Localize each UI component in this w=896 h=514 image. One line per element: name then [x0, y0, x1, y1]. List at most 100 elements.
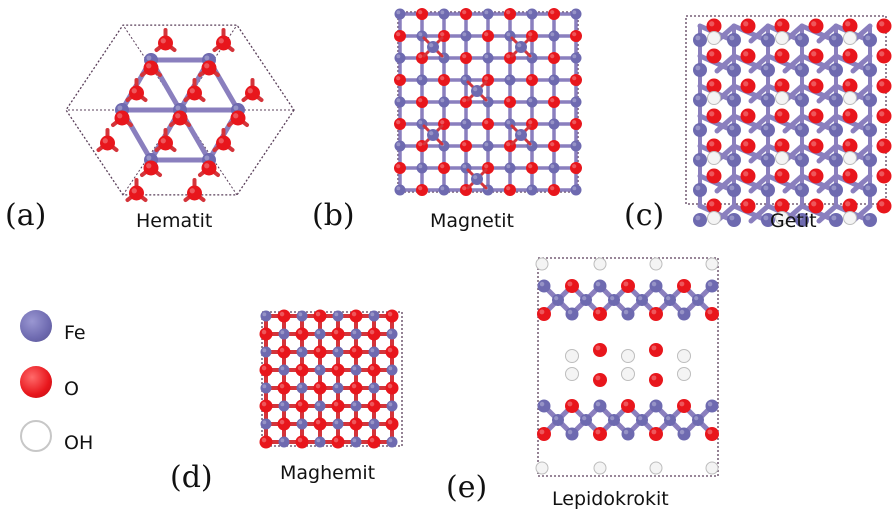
o-atom — [876, 168, 892, 184]
fe-atom — [438, 184, 450, 196]
o-atom — [187, 185, 202, 201]
oh-atom — [649, 461, 663, 475]
o-atom — [548, 140, 560, 152]
atom-highlight — [528, 32, 533, 37]
atom-highlight — [550, 164, 555, 169]
atom-highlight — [845, 111, 851, 117]
o-atom — [259, 435, 273, 449]
o-atom — [570, 30, 582, 42]
o-atom — [876, 108, 892, 124]
o-atom — [367, 435, 381, 449]
atom-highlight — [763, 185, 769, 191]
atom-highlight — [709, 111, 715, 117]
fe-atom — [278, 364, 290, 376]
oh-atom — [621, 367, 635, 381]
o-atom — [706, 18, 722, 34]
o-atom — [842, 18, 858, 34]
o-atom — [277, 309, 291, 323]
atom-highlight — [517, 43, 522, 48]
atom-highlight — [550, 10, 555, 15]
atom-highlight — [777, 171, 783, 177]
o-atom — [706, 138, 722, 154]
atom-highlight — [743, 111, 749, 117]
atom-highlight — [352, 330, 357, 335]
fe-atom — [621, 307, 635, 321]
legend-o: O — [20, 364, 79, 400]
fe-atom — [526, 96, 538, 108]
o-atom — [842, 138, 858, 154]
fe-atom — [332, 382, 344, 394]
atom-highlight — [695, 215, 701, 221]
o-atom — [394, 118, 406, 130]
o-atom — [526, 162, 538, 174]
o-atom — [548, 52, 560, 64]
atom-highlight — [262, 312, 267, 317]
o-atom — [349, 381, 363, 395]
o-atom — [277, 381, 291, 395]
atom-highlight — [831, 215, 837, 221]
o-atom — [774, 78, 790, 94]
atom-highlight — [440, 32, 445, 37]
fe-atom — [829, 93, 843, 107]
o-atom — [504, 96, 516, 108]
atom-highlight — [102, 138, 108, 144]
atom-highlight — [334, 420, 339, 425]
atom-highlight — [610, 416, 615, 421]
oh-atom — [707, 151, 721, 165]
atom-highlight — [528, 10, 533, 15]
o-atom — [842, 168, 858, 184]
atom-highlight — [865, 65, 871, 71]
atom-highlight — [131, 88, 137, 94]
atom-highlight — [811, 171, 817, 177]
atom-highlight — [567, 281, 573, 287]
fe-atom — [296, 310, 308, 322]
fe-atom — [548, 118, 560, 130]
o-atom — [349, 345, 363, 359]
fe-atom — [795, 63, 809, 77]
atom-highlight — [473, 87, 478, 92]
o-atom — [706, 108, 722, 124]
atom-highlight — [777, 201, 783, 207]
fe-atom — [593, 279, 607, 293]
atom-highlight — [440, 10, 445, 15]
fe-atom — [677, 427, 691, 441]
atom-highlight — [623, 401, 629, 407]
atom-highlight — [623, 429, 629, 435]
o-atom — [570, 74, 582, 86]
fe-atom — [332, 418, 344, 430]
atom-highlight — [280, 438, 285, 443]
atom-highlight — [484, 10, 489, 15]
atom-highlight — [334, 384, 339, 389]
atom-highlight — [506, 120, 511, 125]
atom-highlight — [279, 347, 285, 353]
fe-atom — [260, 418, 272, 430]
atom-highlight — [261, 365, 267, 371]
bond — [748, 143, 771, 164]
o-atom — [808, 18, 824, 34]
atom-highlight — [831, 35, 837, 41]
oh-atom — [565, 349, 579, 363]
atom-highlight — [369, 437, 375, 443]
oh-atom — [705, 461, 719, 475]
fe-atom — [552, 414, 564, 426]
atom-highlight — [484, 54, 489, 59]
hematit-structure — [65, 24, 295, 202]
o-atom — [593, 373, 607, 387]
atom-highlight — [279, 383, 285, 389]
o-atom — [842, 198, 858, 214]
atom-highlight — [582, 296, 587, 301]
bond — [850, 53, 873, 74]
atom-highlight — [418, 186, 423, 191]
atom-highlight — [280, 402, 285, 407]
atom-highlight — [845, 21, 851, 27]
o-atom — [740, 48, 756, 64]
fe-atom — [761, 213, 775, 227]
bond — [714, 53, 737, 74]
fe-atom — [526, 8, 538, 20]
atom-highlight — [387, 347, 393, 353]
atom-highlight — [117, 113, 123, 119]
fe-atom — [863, 93, 877, 107]
atom-highlight — [396, 76, 401, 81]
atom-highlight — [387, 311, 393, 317]
o-atom — [504, 8, 516, 20]
